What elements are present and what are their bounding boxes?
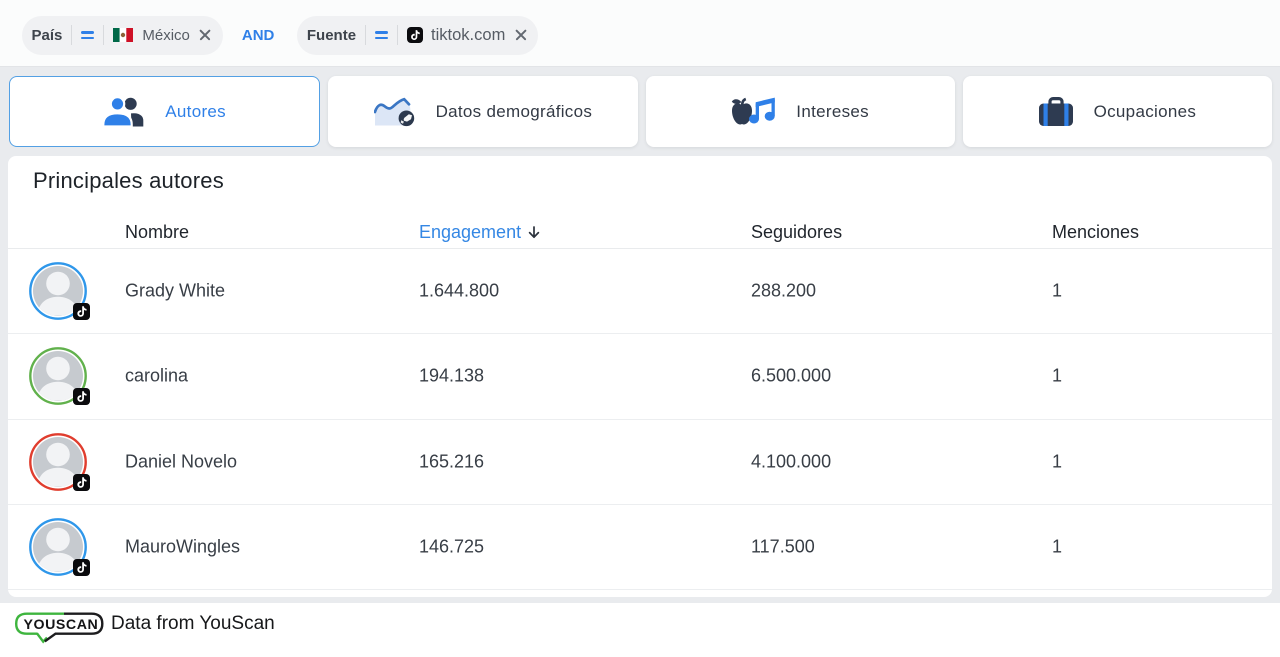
svg-text:YOUSCAN: YOUSCAN	[24, 617, 99, 633]
